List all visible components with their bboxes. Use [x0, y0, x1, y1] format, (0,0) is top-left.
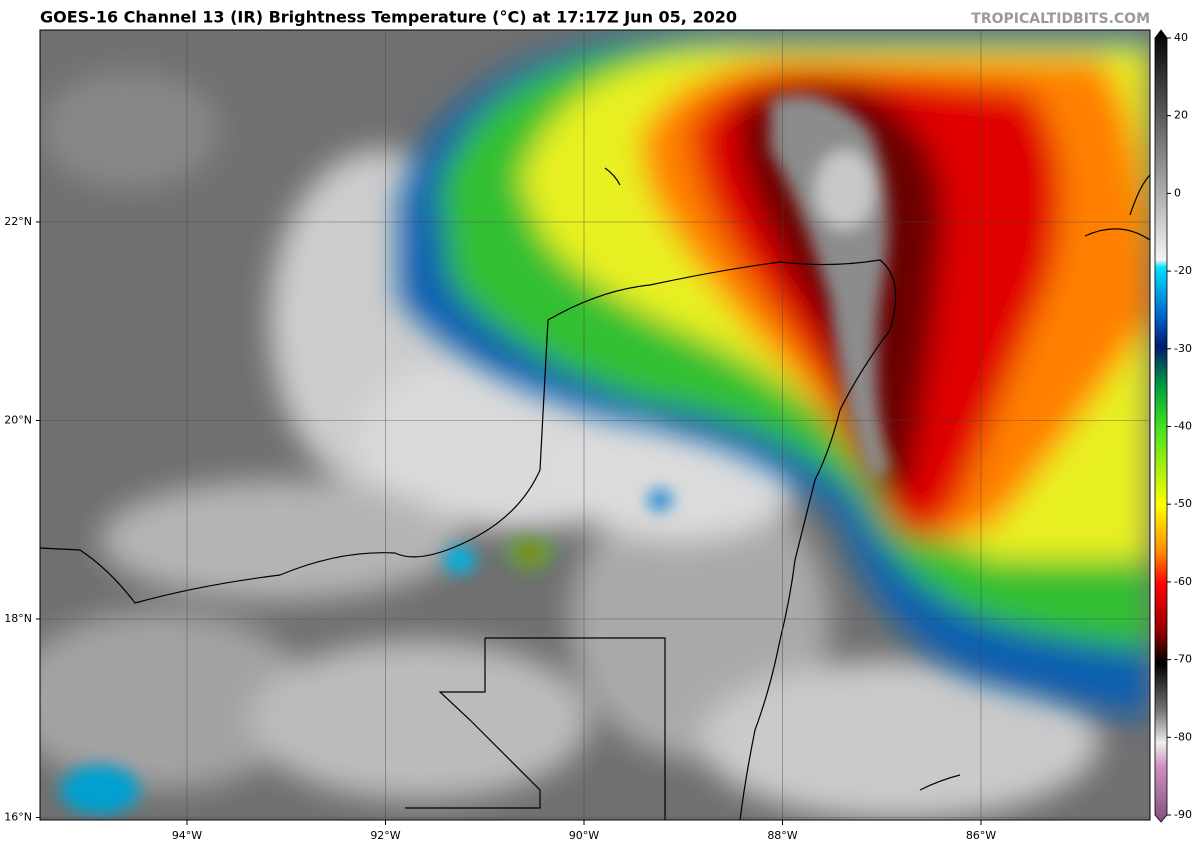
lon-label: 92°W — [370, 829, 400, 842]
lon-label: 88°W — [767, 829, 797, 842]
colorbar-tick-label: -60 — [1174, 575, 1192, 588]
lon-label: 94°W — [172, 829, 202, 842]
lon-label: 86°W — [966, 829, 996, 842]
lon-label: 90°W — [569, 829, 599, 842]
title: GOES-16 Channel 13 (IR) Brightness Tempe… — [40, 8, 737, 27]
lat-label: 18°N — [4, 612, 32, 625]
graticule — [40, 30, 1150, 820]
satellite-image — [40, 30, 1150, 820]
colorbar-tick-label: 40 — [1174, 31, 1188, 44]
lat-label: 16°N — [4, 811, 32, 824]
lat-label: 22°N — [4, 215, 32, 228]
map-frame — [39, 29, 1151, 821]
colorbar — [1154, 29, 1168, 823]
labels: 22°N 20°N 18°N 16°N 94°W 92°W 90°W 88°W 86°W 40 20… — [4, 31, 1192, 842]
colorbar-tick-label: -70 — [1174, 653, 1192, 666]
colorbar-tick-label: 20 — [1174, 109, 1188, 122]
source: TROPICALTIDBITS.COM — [971, 11, 1150, 27]
colorbar-tick-label: -20 — [1174, 264, 1192, 277]
colorbar-tick-label: 0 — [1174, 186, 1181, 199]
lat-label: 20°N — [4, 414, 32, 427]
colorbar-tick-label: -40 — [1174, 420, 1192, 433]
colorbar-tick-label: -80 — [1174, 730, 1192, 743]
colorbar-tick-label: -90 — [1174, 808, 1192, 821]
colorbar-tick-label: -30 — [1174, 342, 1192, 355]
coastlines — [40, 167, 1150, 820]
colorbar-tick-label: -50 — [1174, 497, 1192, 510]
